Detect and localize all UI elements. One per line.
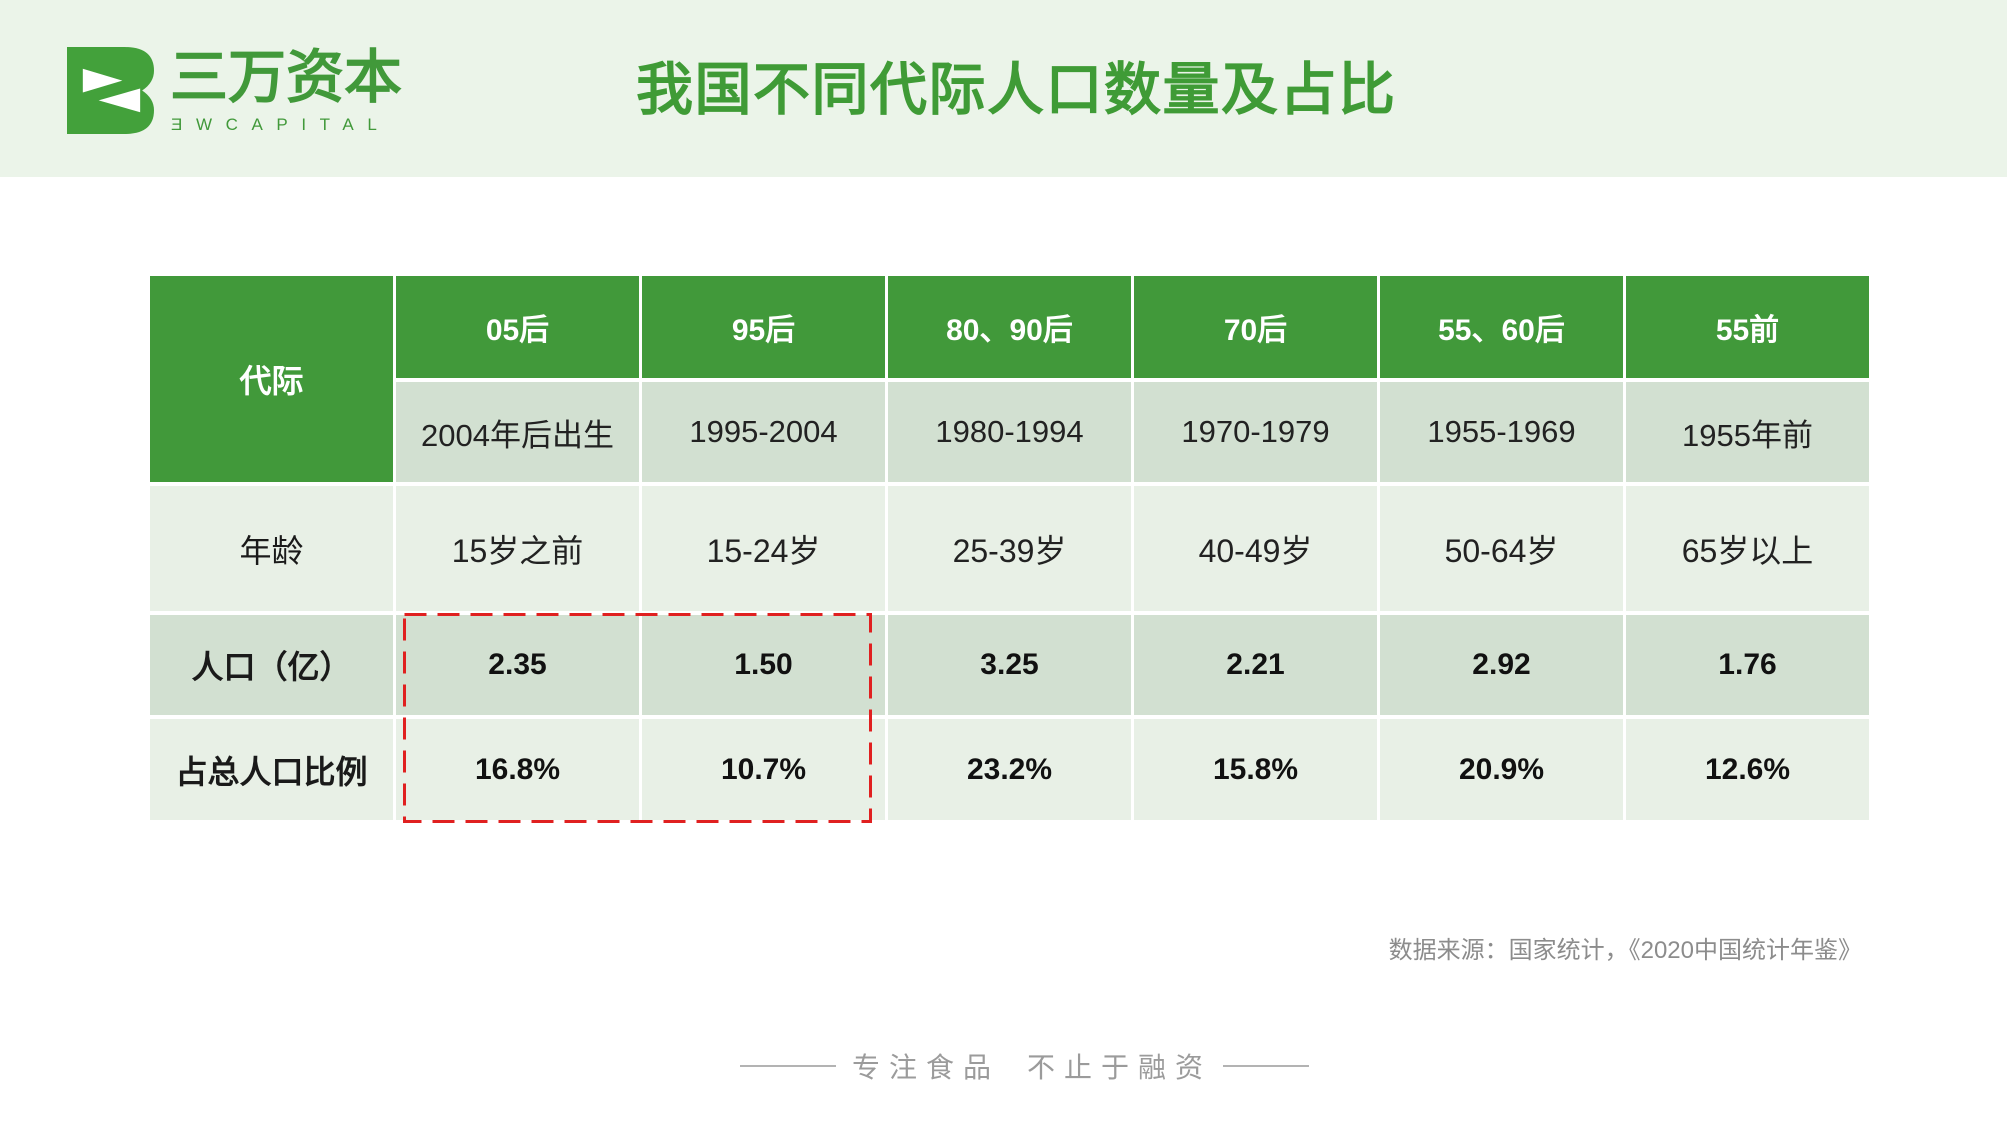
header-band: [0, 0, 2007, 177]
corner-label: 代际: [150, 276, 393, 482]
birth-year-cell: 1980-1994: [888, 382, 1131, 482]
population-cell: 3.25: [888, 615, 1131, 715]
highlight-box: [403, 613, 872, 823]
row-label-population: 人口（亿）: [150, 615, 393, 715]
footer-slogan-right: 不止于融资: [1027, 1052, 1213, 1083]
share-cell: 10.7%: [642, 719, 885, 820]
share-cell: 12.6%: [1626, 719, 1869, 820]
age-cell: 15-24岁: [642, 486, 885, 611]
birth-year-cell: 2004年后出生: [396, 382, 639, 482]
birth-year-cell: 1955年前: [1626, 382, 1869, 482]
generation-header: 05后: [396, 276, 639, 378]
generation-header: 55前: [1626, 276, 1869, 378]
brand-name: 三万资本: [170, 45, 403, 110]
share-cell: 20.9%: [1380, 719, 1623, 820]
share-cell: 16.8%: [396, 719, 639, 820]
age-cell: 40-49岁: [1134, 486, 1377, 611]
population-cell: 2.21: [1134, 615, 1377, 715]
birth-year-cell: 1955-1969: [1380, 382, 1623, 482]
generation-header: 70后: [1134, 276, 1377, 378]
age-cell: 15岁之前: [396, 486, 639, 611]
age-cell: 25-39岁: [888, 486, 1131, 611]
share-cell: 15.8%: [1134, 719, 1377, 820]
population-cell: 2.92: [1380, 615, 1623, 715]
footer-slogan: 专注食品 不止于融资: [740, 1048, 1310, 1084]
page-title: 我国不同代际人口数量及占比: [636, 58, 1397, 122]
birth-year-cell: 1970-1979: [1134, 382, 1377, 482]
brand-subtitle: ƎWCAPITAL: [171, 115, 391, 134]
population-cell: 2.35: [396, 615, 639, 715]
population-cell: 1.76: [1626, 615, 1869, 715]
share-cell: 23.2%: [888, 719, 1131, 820]
population-cell: 1.50: [642, 615, 885, 715]
data-source-note: 数据来源：国家统计，《2020中国统计年鉴》: [1388, 937, 1862, 964]
sanwan-logo-icon: [67, 47, 154, 134]
generation-table: 代际 05后 95后 80、90后 70后 55、60后 55前 2004年后出…: [150, 276, 1869, 820]
generation-header: 80、90后: [888, 276, 1131, 378]
generation-header: 95后: [642, 276, 885, 378]
footer-slogan-left: 专注食品: [852, 1052, 1001, 1083]
row-label-age: 年龄: [150, 486, 393, 611]
generation-header: 55、60后: [1380, 276, 1623, 378]
footer-divider-right: [1223, 1065, 1310, 1067]
footer-divider-left: [740, 1065, 836, 1067]
age-cell: 50-64岁: [1380, 486, 1623, 611]
age-cell: 65岁以上: [1626, 486, 1869, 611]
birth-year-cell: 1995-2004: [642, 382, 885, 482]
row-label-share: 占总人口比例: [150, 719, 393, 820]
